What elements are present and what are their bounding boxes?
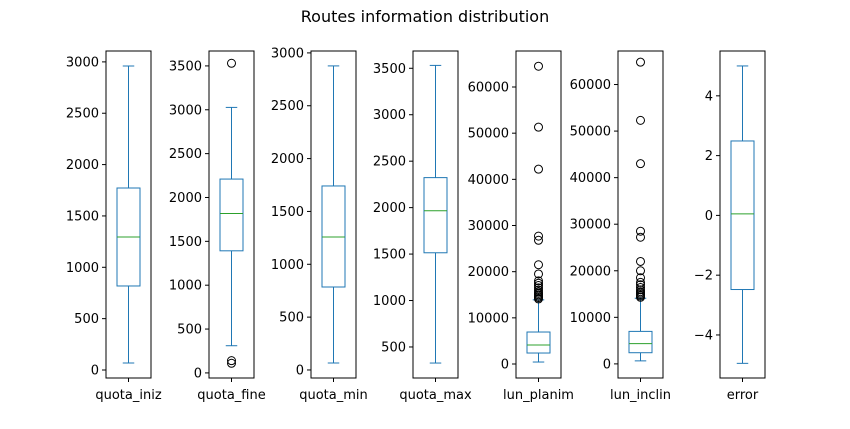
y-tick-label: 50000 — [570, 125, 611, 140]
y-tick-label: 1000 — [271, 258, 304, 273]
outlier-point — [534, 235, 543, 245]
panel-quota_iniz: 0 500 1000 1500 2000 2500 3000 quota_iniz — [66, 50, 162, 403]
y-tick-label: 20000 — [468, 265, 509, 280]
outlier-point — [534, 283, 543, 293]
y-tick-label: 60000 — [570, 78, 611, 93]
outlier-point — [636, 283, 645, 293]
outlier-point — [227, 358, 236, 368]
panel-quota_min: 0 500 1000 1500 2000 2500 3000 quota_min — [271, 46, 368, 403]
outlier-point — [636, 266, 645, 276]
x-tick-label: quota_fine — [197, 388, 265, 403]
y-tick-label: 3000 — [373, 108, 406, 123]
outlier-point — [227, 356, 236, 366]
outlier-point — [534, 281, 543, 291]
y-tick-label: 500 — [381, 340, 406, 355]
y-tick-label: −4 — [694, 328, 713, 343]
y-tick-label: 20000 — [570, 264, 611, 279]
outlier-point — [636, 57, 645, 67]
box — [730, 140, 755, 291]
y-tick-label: 0 — [296, 363, 304, 378]
outlier-point — [636, 273, 645, 283]
outlier-point — [534, 122, 543, 132]
y-tick-label: 2500 — [169, 147, 202, 162]
y-tick-label: 3500 — [373, 62, 406, 77]
y-tick-label: 1500 — [169, 235, 202, 250]
y-tick-label: 1000 — [169, 279, 202, 294]
chart-title: Routes information distribution — [301, 7, 549, 26]
box — [423, 177, 448, 254]
outlier-point — [534, 269, 543, 279]
y-tick-label: 2500 — [373, 155, 406, 170]
y-tick-label: 40000 — [570, 171, 611, 186]
y-tick-label: 30000 — [570, 218, 611, 233]
box — [321, 185, 346, 288]
y-tick-label: 60000 — [468, 81, 509, 96]
outlier-point — [534, 276, 543, 286]
outlier-point — [636, 256, 645, 266]
y-tick-label: 2 — [705, 149, 713, 164]
panel-quota_max: 500 1000 1500 2000 2500 3000 3500 quota_max — [373, 50, 472, 403]
y-tick-label: 3500 — [169, 59, 202, 74]
y-tick-label: 1000 — [373, 294, 406, 309]
x-tick-label: quota_iniz — [95, 388, 161, 403]
y-tick-label: 4 — [705, 89, 713, 104]
outlier-point — [534, 164, 543, 174]
outlier-point — [534, 61, 543, 71]
y-tick-label: 2000 — [373, 201, 406, 216]
outlier-point — [636, 232, 645, 242]
box — [219, 178, 244, 252]
y-tick-label: 500 — [279, 311, 304, 326]
y-tick-label: 1000 — [66, 261, 99, 276]
outlier-point — [636, 277, 645, 287]
y-tick-label: 50000 — [468, 127, 509, 142]
x-tick-label: quota_min — [299, 388, 368, 403]
outlier-point — [636, 226, 645, 236]
y-tick-label: 0 — [91, 363, 99, 378]
x-tick-label: lun_planim — [503, 388, 574, 403]
y-tick-label: 2500 — [271, 99, 304, 114]
y-tick-label: 1500 — [66, 209, 99, 224]
y-tick-label: 3000 — [66, 55, 99, 70]
y-tick-label: 2500 — [66, 107, 99, 122]
y-tick-label: 2000 — [271, 152, 304, 167]
y-tick-label: 2000 — [169, 191, 202, 206]
y-tick-label: 500 — [74, 312, 99, 327]
box — [628, 330, 653, 354]
outlier-point — [636, 115, 645, 125]
outlier-point — [534, 278, 543, 288]
box — [526, 331, 551, 354]
y-tick-label: 500 — [177, 323, 202, 338]
outlier-point — [636, 159, 645, 169]
y-tick-label: 30000 — [468, 219, 509, 234]
x-tick-label: quota_max — [399, 388, 472, 403]
panel-quota_fine: 0 500 1000 1500 2000 2500 3000 3500 quota_fine — [169, 50, 266, 403]
outlier-point — [636, 280, 645, 290]
outlier-point — [534, 260, 543, 270]
y-tick-label: 0 — [194, 366, 202, 381]
outlier-point — [534, 285, 543, 295]
outlier-point — [534, 231, 543, 241]
outlier-point — [227, 58, 236, 68]
panel-lun_planim: 0 10000 20000 30000 40000 50000 60000 lun_plani… — [468, 50, 574, 403]
panel-error: −4 −2 0 2 4 error — [694, 50, 766, 403]
y-tick-label: −2 — [694, 269, 713, 284]
y-tick-label: 0 — [603, 357, 611, 372]
x-tick-label: error — [727, 388, 759, 403]
x-tick-label: lun_inclin — [610, 388, 671, 403]
y-tick-label: 1500 — [271, 205, 304, 220]
panel-lun_inclin: 0 10000 20000 30000 40000 50000 60000 lun_incli… — [570, 50, 671, 403]
y-tick-label: 0 — [705, 209, 713, 224]
y-tick-label: 3000 — [271, 46, 304, 61]
y-tick-label: 0 — [501, 358, 509, 373]
y-tick-label: 2000 — [66, 158, 99, 173]
y-tick-label: 10000 — [570, 311, 611, 326]
y-tick-label: 10000 — [468, 311, 509, 326]
outlier-point — [636, 285, 645, 295]
y-tick-label: 3000 — [169, 103, 202, 118]
y-tick-label: 1500 — [373, 248, 406, 263]
y-tick-label: 40000 — [468, 173, 509, 188]
